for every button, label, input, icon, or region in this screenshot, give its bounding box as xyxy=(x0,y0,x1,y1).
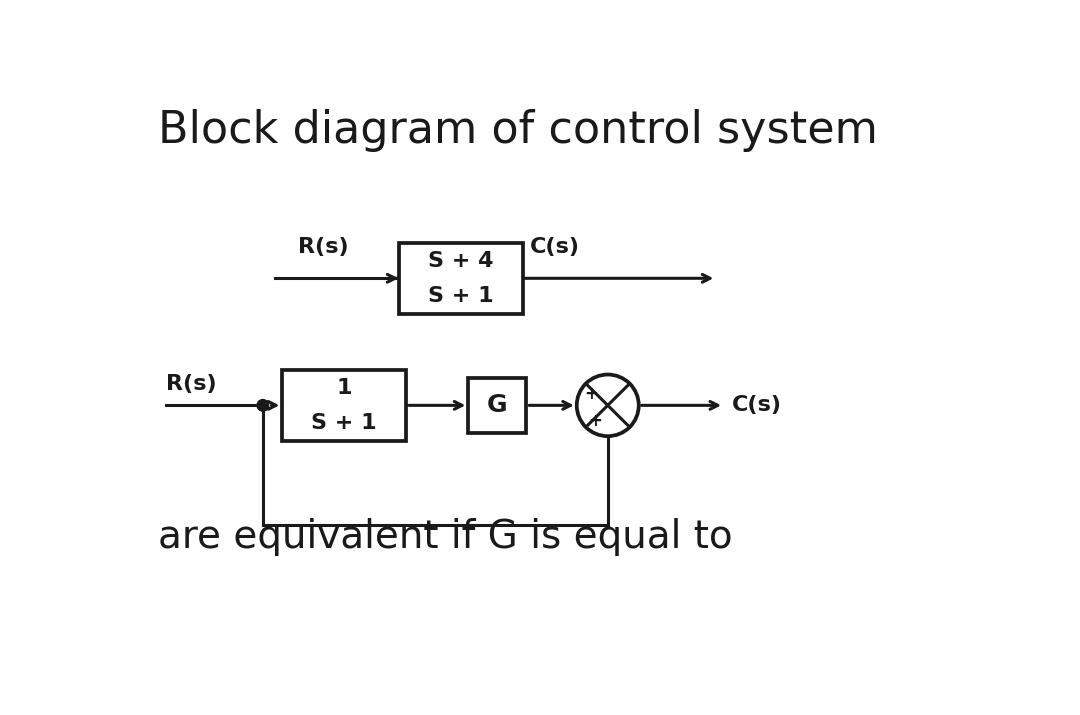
Text: R(s): R(s) xyxy=(298,237,349,257)
Text: 1: 1 xyxy=(337,378,352,398)
Text: S + 4: S + 4 xyxy=(428,250,494,270)
Text: +: + xyxy=(584,385,597,403)
Text: C(s): C(s) xyxy=(732,395,782,415)
Circle shape xyxy=(257,400,269,411)
Circle shape xyxy=(577,375,638,436)
Text: S + 1: S + 1 xyxy=(311,413,377,433)
Text: S + 1: S + 1 xyxy=(428,286,494,306)
Bar xyxy=(399,243,523,314)
Text: are equivalent if G is equal to: are equivalent if G is equal to xyxy=(159,518,733,556)
Text: Block diagram of control system: Block diagram of control system xyxy=(159,109,878,152)
Text: R(s): R(s) xyxy=(166,374,217,394)
Bar xyxy=(469,378,526,433)
Text: +: + xyxy=(588,413,602,430)
Text: G: G xyxy=(487,393,508,418)
Bar xyxy=(282,370,406,440)
Text: C(s): C(s) xyxy=(530,237,580,257)
